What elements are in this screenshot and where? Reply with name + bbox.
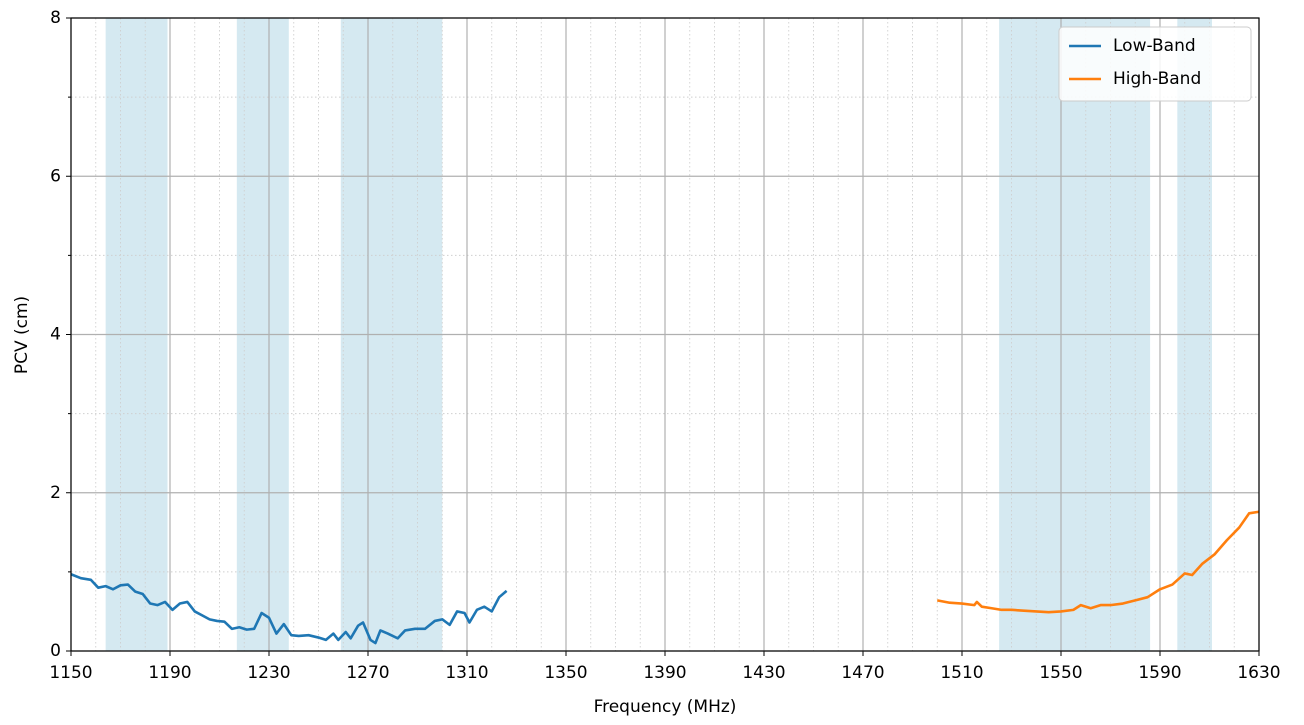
x-tick-label: 1590 (1138, 663, 1181, 683)
legend: Low-Band High-Band (1058, 26, 1252, 102)
x-tick-label: 1350 (544, 663, 587, 683)
x-tick-label: 1310 (445, 663, 488, 683)
x-tick-label: 1190 (148, 663, 191, 683)
legend-label: Low-Band (1113, 36, 1196, 56)
x-tick-label: 1470 (841, 663, 884, 683)
y-tick-label: 8 (50, 8, 61, 28)
x-tick-label: 1270 (346, 663, 389, 683)
legend-box (1058, 26, 1252, 102)
x-tick-label: 1510 (940, 663, 983, 683)
y-tick-label: 4 (50, 325, 61, 345)
y-tick-label: 0 (50, 641, 61, 661)
x-tick-label: 1150 (49, 663, 92, 683)
y-axis-label: PCV (cm) (12, 296, 32, 374)
y-tick-label: 2 (50, 483, 61, 503)
x-tick-label: 1430 (742, 663, 785, 683)
x-tick-label: 1390 (643, 663, 686, 683)
data-line (937, 510, 1260, 614)
x-tick-label: 1550 (1039, 663, 1082, 683)
y-tick-label: 6 (50, 166, 61, 186)
legend-label: High-Band (1113, 69, 1201, 89)
plot-frame (70, 17, 1260, 652)
data-line (70, 573, 508, 645)
x-axis-label: Frequency (MHz) (594, 697, 737, 717)
x-tick-label: 1230 (247, 663, 290, 683)
x-tick-label: 1630 (1237, 663, 1280, 683)
